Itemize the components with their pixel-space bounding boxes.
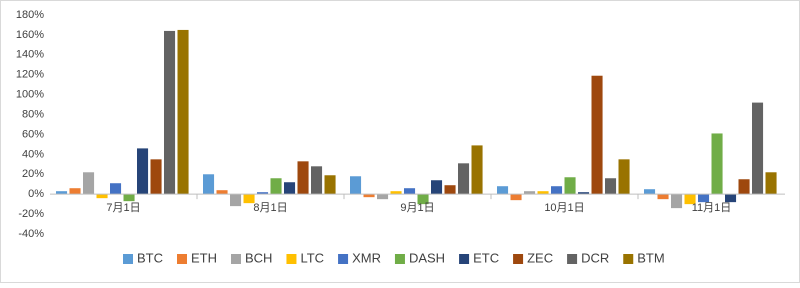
- bar: [404, 188, 416, 195]
- y-tick-label: 20%: [22, 168, 44, 180]
- bar: [671, 194, 683, 209]
- bar: [711, 133, 723, 195]
- bar: [510, 194, 522, 201]
- y-tick-label: 180%: [16, 9, 44, 21]
- legend-swatch: [177, 254, 187, 264]
- legend-label: ETH: [191, 250, 217, 265]
- y-tick-label: 120%: [16, 69, 44, 81]
- bar: [444, 185, 456, 195]
- bar: [230, 194, 242, 207]
- x-tick-label: 9月1日: [400, 202, 434, 214]
- legend-swatch: [231, 254, 241, 264]
- bar: [243, 194, 255, 204]
- bar: [324, 175, 336, 195]
- legend-swatch: [123, 254, 133, 264]
- bar: [203, 174, 215, 195]
- bar: [284, 182, 296, 195]
- legend-label: DASH: [409, 250, 445, 265]
- bar: [578, 192, 590, 195]
- bar: [137, 148, 149, 195]
- bar: [56, 191, 68, 195]
- bar: [123, 194, 135, 202]
- bar: [216, 190, 228, 195]
- bar: [350, 176, 362, 195]
- bar: [591, 75, 603, 195]
- bar: [164, 30, 176, 195]
- bar: [311, 166, 323, 195]
- y-tick-label: -40%: [18, 228, 44, 240]
- legend-label: BTC: [137, 250, 163, 265]
- bar: [551, 186, 563, 195]
- bar: [698, 194, 710, 203]
- y-tick-label: 60%: [22, 128, 44, 140]
- bar: [497, 186, 509, 195]
- bar: [537, 191, 549, 195]
- bar: [458, 163, 470, 195]
- y-tick-label: 40%: [22, 148, 44, 160]
- bar: [377, 194, 389, 200]
- bar: [417, 194, 429, 205]
- bar: [564, 177, 576, 195]
- legend-swatch: [286, 254, 297, 264]
- bar: [69, 188, 81, 195]
- bar: [96, 194, 108, 199]
- legend-swatch: [513, 254, 524, 264]
- legend-label: BTM: [637, 250, 664, 265]
- legend-label: ZEC: [527, 250, 553, 265]
- bar: [765, 172, 777, 195]
- bar: [297, 161, 309, 195]
- legend-swatch: [338, 254, 349, 264]
- bar: [684, 194, 696, 205]
- bar: [83, 172, 95, 195]
- bar: [471, 145, 483, 195]
- bar: [738, 179, 750, 195]
- x-tick-label: 8月1日: [253, 202, 287, 214]
- bar: [363, 194, 375, 198]
- bar: [725, 194, 737, 203]
- bar: [150, 159, 162, 195]
- bar: [657, 194, 669, 200]
- legend-swatch: [567, 254, 578, 264]
- x-tick-label: 7月1日: [106, 202, 140, 214]
- x-tick-label: 10月1日: [544, 202, 584, 214]
- bar: [390, 191, 402, 195]
- bar: [605, 178, 617, 195]
- bar: [618, 159, 630, 195]
- y-tick-label: 100%: [16, 89, 44, 101]
- legend-swatch: [623, 254, 634, 264]
- y-tick-label: -20%: [18, 208, 44, 220]
- y-tick-label: 140%: [16, 49, 44, 61]
- bar: [431, 180, 443, 195]
- bar: [524, 191, 536, 195]
- bar: [644, 189, 656, 195]
- bar: [257, 192, 269, 195]
- legend-label: BCH: [245, 250, 272, 265]
- x-tick-label: 11月1日: [692, 202, 732, 214]
- bar: [177, 29, 189, 195]
- bar: [110, 183, 122, 195]
- legend-label: ETC: [473, 250, 499, 265]
- y-tick-label: 160%: [16, 29, 44, 41]
- legend-label: XMR: [352, 250, 381, 265]
- legend-label: DCR: [581, 250, 609, 265]
- bar: [270, 178, 282, 195]
- y-tick-label: 0%: [28, 188, 44, 200]
- bar: [752, 102, 764, 195]
- legend-swatch: [459, 254, 470, 264]
- legend-swatch: [394, 254, 405, 264]
- y-tick-label: 80%: [22, 108, 44, 120]
- legend-label: LTC: [300, 250, 324, 265]
